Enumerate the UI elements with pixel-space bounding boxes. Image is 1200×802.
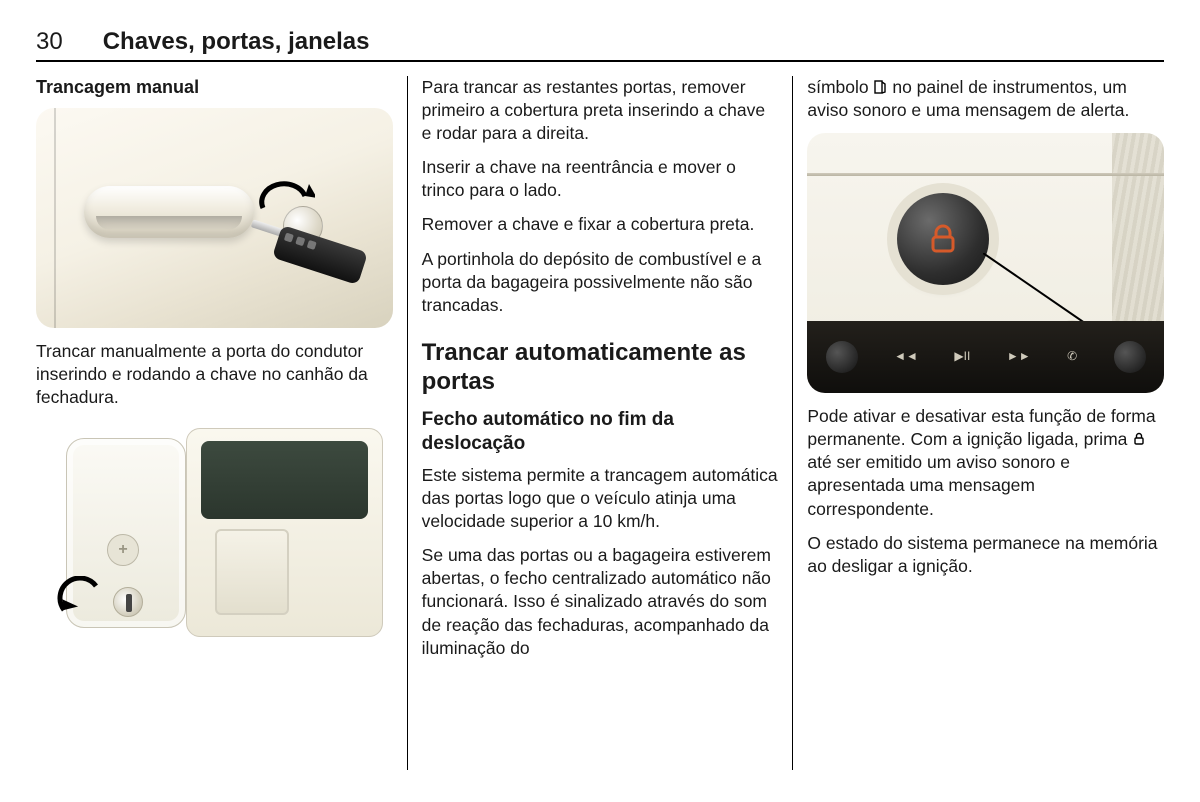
figure-door-key: [36, 108, 393, 328]
door-ajar-icon: [873, 80, 887, 94]
paragraph: Este sistema permite a trancagem automát…: [422, 464, 779, 533]
paragraph: Remover a chave e fixar a cobertura pret…: [422, 213, 779, 236]
dashboard-controls-strip: ◄◄ ▶II ►► ✆: [807, 321, 1164, 393]
chapter-title: Chaves, portas, janelas: [103, 28, 370, 56]
control-glyph: ►►: [1007, 349, 1031, 365]
section-heading-auto-lock: Trancar automaticamente as portas: [422, 339, 779, 397]
paragraph: Trancar manualmente a porta do condutor …: [36, 340, 393, 409]
paragraph: Para trancar as restantes portas, remove…: [422, 76, 779, 145]
latch-cover: [107, 534, 139, 566]
door-handle: [84, 186, 254, 238]
door-seam: [54, 108, 56, 328]
latch-keyhole: [113, 587, 143, 617]
column-2: Para trancar as restantes portas, remove…: [407, 76, 793, 770]
phone-icon: ✆: [1067, 349, 1077, 365]
paragraph: O estado do sistema permanece na memória…: [807, 532, 1164, 578]
dashboard-trim-line: [807, 173, 1164, 176]
manual-page: 30 Chaves, portas, janelas Trancagem man…: [0, 0, 1200, 802]
rotate-arrow-icon: [255, 178, 315, 218]
control-glyph: ◄◄: [894, 349, 918, 365]
paragraph: Pode ativar e desativar esta função de f…: [807, 405, 1164, 520]
central-lock-button: [897, 193, 989, 285]
page-number: 30: [36, 28, 63, 56]
figure-door-latch: [36, 420, 393, 645]
column-1: Trancagem manual Trancar manualmente a p…: [36, 76, 407, 770]
text-run: Pode ativar e desativar esta função de f…: [807, 406, 1155, 449]
figure-central-lock-button: ◄◄ ▶II ►► ✆: [807, 133, 1164, 393]
control-knob: [1114, 341, 1146, 373]
padlock-icon: [925, 221, 961, 257]
padlock-icon: [1132, 432, 1146, 446]
content-columns: Trancagem manual Trancar manualmente a p…: [36, 76, 1164, 770]
page-header: 30 Chaves, portas, janelas: [36, 28, 1164, 62]
section-heading-manual-lock: Trancagem manual: [36, 76, 393, 100]
subsection-heading-auto-close: Fecho automático no fim da deslocação: [422, 408, 779, 456]
control-knob: [826, 341, 858, 373]
control-glyph: ▶II: [954, 349, 970, 365]
text-run: símbolo: [807, 77, 873, 97]
paragraph: símbolo no painel de instrumentos, um av…: [807, 76, 1164, 122]
paragraph: Se uma das portas ou a bagageira estiver…: [422, 544, 779, 659]
text-run: até ser emitido um aviso sonoro e aprese…: [807, 452, 1070, 518]
paragraph: A portinhola do depósito de combustível …: [422, 248, 779, 317]
column-3: símbolo no painel de instrumentos, um av…: [792, 76, 1164, 770]
rear-door-illustration: [186, 428, 383, 637]
paragraph: Inserir a chave na reentrância e mover o…: [422, 156, 779, 202]
rotate-arrow-icon: [54, 576, 104, 626]
